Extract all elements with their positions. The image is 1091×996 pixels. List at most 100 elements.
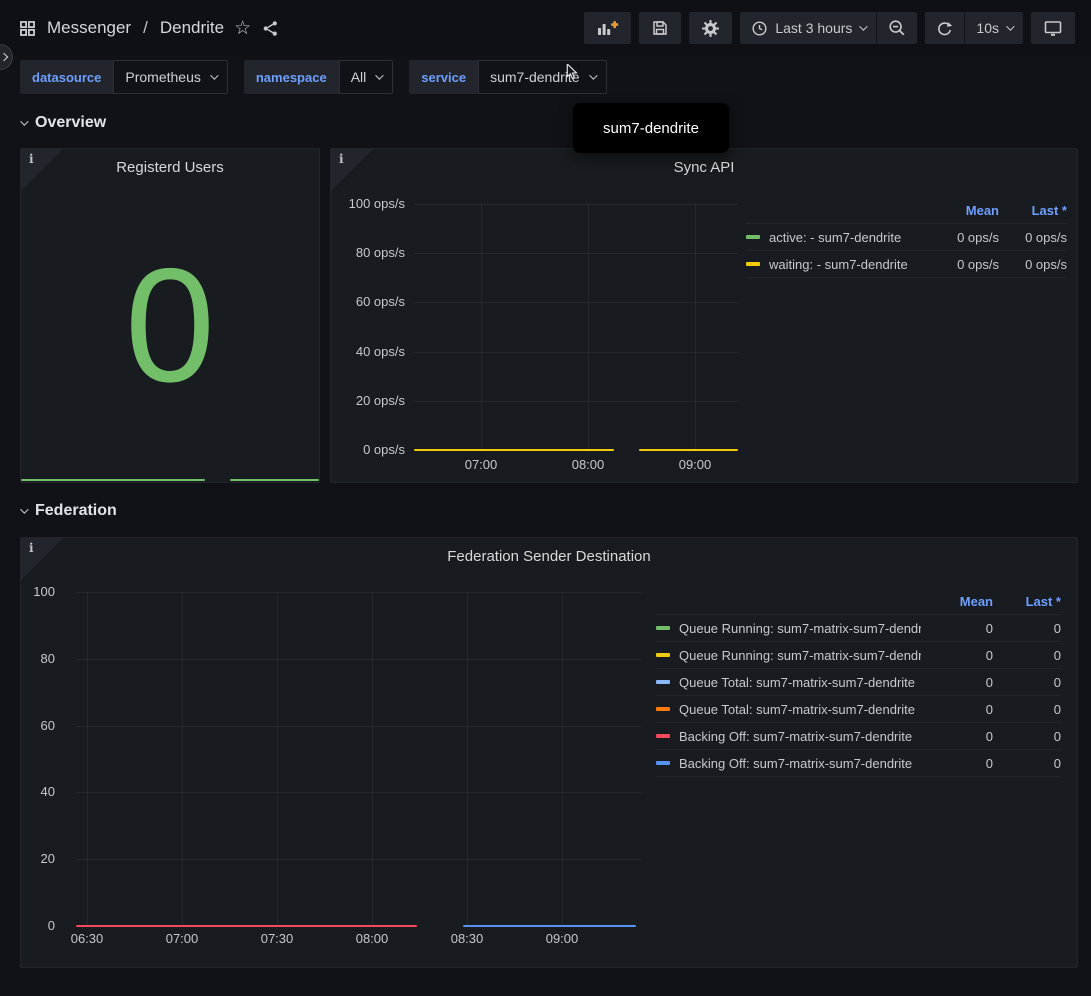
x-tick-label: 08:00 (342, 931, 402, 946)
variable-namespace-label: namespace (244, 60, 339, 94)
legend-mean-value: 0 (921, 648, 993, 663)
legend-row[interactable]: Queue Running: sum7-matrix-sum7-dendrite… (656, 642, 1061, 669)
legend-last-value: 0 (993, 648, 1061, 663)
legend-last-value: 0 (993, 675, 1061, 690)
legend-series-label[interactable]: Backing Off: sum7-matrix-sum7-dendrite (679, 756, 921, 771)
panel-title[interactable]: Registerd Users (21, 159, 319, 176)
legend-series-label[interactable]: waiting: - sum7-dendrite (769, 257, 927, 272)
gridline (562, 592, 563, 926)
add-panel-button[interactable] (584, 12, 631, 44)
legend-row[interactable]: Backing Off: sum7-matrix-sum7-dendrite 0… (656, 750, 1061, 777)
variable-namespace-value: All (351, 69, 367, 85)
legend-series-label[interactable]: Queue Running: sum7-matrix-sum7-dendrite (679, 648, 921, 663)
legend-series-label[interactable]: Queue Total: sum7-matrix-sum7-dendrite (679, 702, 921, 717)
legend-last-value: 0 (993, 756, 1061, 771)
legend-row-active[interactable]: active: - sum7-dendrite 0 ops/s 0 ops/s (746, 224, 1067, 251)
save-dashboard-button[interactable] (639, 12, 681, 44)
series-color-swatch (656, 761, 670, 765)
variable-datasource-value: Prometheus (125, 69, 200, 85)
legend-last-header[interactable]: Last * (993, 594, 1061, 609)
gridline (414, 302, 738, 303)
legend-header-row: Mean Last * (656, 588, 1061, 615)
gridline (414, 204, 738, 205)
zoom-out-time-button[interactable] (877, 12, 917, 44)
monitor-icon (1043, 19, 1063, 37)
federation-legend: Mean Last * Queue Running: sum7-matrix-s… (656, 588, 1061, 777)
apps-grid-icon[interactable] (18, 19, 37, 38)
star-icon[interactable]: ☆ (234, 19, 251, 38)
section-overview-header[interactable]: Overview (20, 112, 1091, 134)
breadcrumb-folder[interactable]: Messenger (47, 18, 131, 38)
gridline (414, 352, 738, 353)
legend-last-value: 0 ops/s (999, 257, 1067, 272)
legend-row[interactable]: Queue Running: sum7-matrix-sum7-dendrite… (656, 615, 1061, 642)
refresh-interval-label: 10s (976, 20, 999, 36)
zoom-out-icon (888, 19, 906, 37)
gridline (481, 204, 482, 450)
variable-datasource-dropdown[interactable]: Prometheus (113, 60, 227, 94)
legend-mean-header[interactable]: Mean (921, 594, 993, 609)
chevron-down-icon (210, 71, 218, 79)
sparkline-segment (230, 479, 319, 481)
gridline (588, 204, 589, 450)
breadcrumb-dashboard: Dendrite (160, 18, 224, 38)
breadcrumb-separator: / (141, 18, 150, 38)
legend-mean-value: 0 (921, 675, 993, 690)
legend-series-label[interactable]: Queue Running: sum7-matrix-sum7-dendrite (679, 621, 921, 636)
gridline (76, 592, 641, 593)
gridline (695, 204, 696, 450)
legend-last-value: 0 (993, 702, 1061, 717)
series-color-swatch (746, 262, 760, 266)
legend-row[interactable]: Backing Off: sum7-matrix-sum7-dendrite 0… (656, 723, 1061, 750)
x-tick-label: 07:30 (247, 931, 307, 946)
sync-api-chart-area[interactable] (414, 204, 738, 450)
federation-chart-area[interactable] (76, 592, 641, 926)
variable-service-label: service (409, 60, 478, 94)
gridline (76, 792, 641, 793)
legend-series-label[interactable]: active: - sum7-dendrite (769, 230, 927, 245)
share-icon[interactable] (261, 19, 280, 38)
section-federation-title: Federation (35, 502, 117, 520)
panel-title[interactable]: Sync API (331, 159, 1077, 176)
variable-namespace: namespace All (244, 60, 393, 94)
time-range-picker[interactable]: Last 3 hours (740, 12, 876, 44)
gridline (372, 592, 373, 926)
refresh-button[interactable] (925, 12, 964, 44)
cycle-view-mode-button[interactable] (1031, 12, 1075, 44)
legend-series-label[interactable]: Queue Total: sum7-matrix-sum7-dendrite (679, 675, 921, 690)
legend-mean-value: 0 (921, 702, 993, 717)
gridline (277, 592, 278, 926)
legend-row[interactable]: Queue Total: sum7-matrix-sum7-dendrite 0… (656, 669, 1061, 696)
variable-namespace-dropdown[interactable]: All (339, 60, 394, 94)
x-tick-label: 09:00 (532, 931, 592, 946)
legend-mean-header[interactable]: Mean (927, 203, 999, 218)
y-tick-label: 0 (21, 918, 55, 934)
series-line-waiting (414, 449, 614, 451)
section-federation-header[interactable]: Federation (20, 500, 1078, 522)
legend-header-row: Mean Last * (746, 197, 1067, 224)
legend-mean-value: 0 ops/s (927, 230, 999, 245)
panel-title[interactable]: Federation Sender Destination (21, 548, 1077, 565)
legend-last-value: 0 (993, 729, 1061, 744)
y-tick-label: 80 (21, 651, 55, 667)
legend-row-waiting[interactable]: waiting: - sum7-dendrite 0 ops/s 0 ops/s (746, 251, 1067, 278)
y-tick-label: 20 (21, 851, 55, 867)
clock-icon (751, 20, 768, 37)
time-picker-group: Last 3 hours (740, 12, 917, 44)
y-tick-label: 100 (21, 584, 55, 600)
y-tick-label: 40 ops/s (331, 344, 405, 360)
series-color-swatch (656, 707, 670, 711)
panel-sync-api: i Sync API 100 ops/s 80 ops/s 60 ops/s 4… (330, 148, 1078, 483)
legend-mean-value: 0 ops/s (927, 257, 999, 272)
refresh-interval-dropdown[interactable]: 10s (965, 12, 1023, 44)
series-color-swatch (656, 734, 670, 738)
breadcrumb: Messenger / Dendrite ☆ (18, 18, 280, 38)
dashboard-settings-button[interactable] (689, 12, 732, 44)
legend-series-label[interactable]: Backing Off: sum7-matrix-sum7-dendrite (679, 729, 921, 744)
legend-row[interactable]: Queue Total: sum7-matrix-sum7-dendrite 0… (656, 696, 1061, 723)
legend-last-header[interactable]: Last * (999, 203, 1067, 218)
panel-federation-sender-destination: i Federation Sender Destination 100 80 6… (20, 537, 1078, 968)
series-line-backing-off-red (76, 925, 417, 927)
y-tick-label: 40 (21, 784, 55, 800)
variable-service-dropdown[interactable]: sum7-dendrite (478, 60, 607, 94)
